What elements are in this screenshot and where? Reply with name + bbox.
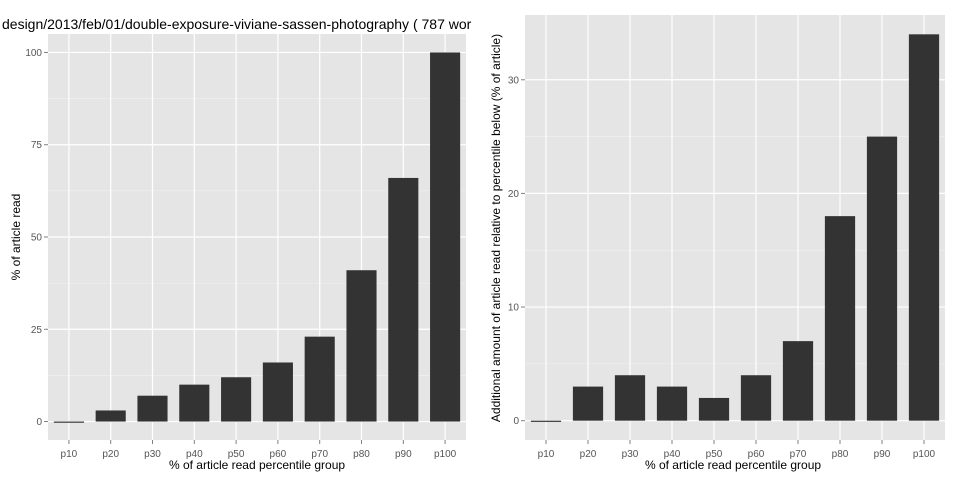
right-chart-x-axis-label: % of article read percentile group <box>645 458 821 472</box>
left-chart-x-tick-label: p50 <box>228 449 245 460</box>
left-chart-x-tick-label: p30 <box>144 449 161 460</box>
right-chart-y-tick-label: 20 <box>508 189 520 200</box>
left-chart-bar-p40 <box>179 384 210 422</box>
right-chart-y-tick-label: 10 <box>508 303 520 314</box>
left-chart-bar-p60 <box>262 362 293 422</box>
right-chart-x-tick-label: p70 <box>790 449 807 460</box>
left-chart-y-tick-label: 50 <box>31 233 43 244</box>
right-chart-y-tick-label: 0 <box>513 416 519 427</box>
right-chart-bar-p30 <box>614 375 646 421</box>
right-chart-bar-p80 <box>824 216 856 421</box>
right-chart-bar-p90 <box>866 136 898 421</box>
left-chart-bar-p80 <box>346 270 377 422</box>
left-chart-bar-p70 <box>304 336 335 422</box>
right-chart-x-tick-label: p30 <box>622 449 639 460</box>
left-chart-x-tick-label: p100 <box>434 449 457 460</box>
left-chart-bar-p100 <box>430 52 461 422</box>
left-chart-x-axis-label: % of article read percentile group <box>169 458 345 472</box>
left-chart-y-tick-label: 100 <box>25 48 42 59</box>
right-chart-y-tick-label: 30 <box>508 75 520 86</box>
left-chart-y-tick-label: 0 <box>36 417 42 428</box>
left-chart-bar-p50 <box>221 377 252 422</box>
right-chart-bar-p20 <box>572 386 604 421</box>
right-chart-bar-p10 <box>530 420 562 422</box>
left-chart-title: design/2013/feb/01/double-exposure-vivia… <box>2 16 472 32</box>
right-chart-bar-p60 <box>740 375 772 421</box>
right-chart-y-axis-label: Additional amount of article read relati… <box>489 34 503 422</box>
right-chart-x-tick-label: p10 <box>538 449 555 460</box>
right-chart: Additional amount of article read relati… <box>489 15 945 472</box>
left-chart-bar-p90 <box>388 177 419 422</box>
left-chart: design/2013/feb/01/double-exposure-vivia… <box>2 16 472 472</box>
left-chart-x-tick-label: p20 <box>102 449 119 460</box>
right-chart-bar-p50 <box>698 397 730 421</box>
right-chart-x-tick-label: p90 <box>874 449 891 460</box>
left-chart-y-axis-label: % of article read <box>9 194 23 281</box>
left-chart-bar-p10 <box>53 421 84 423</box>
right-chart-x-tick-label: p40 <box>664 449 681 460</box>
left-chart-x-tick-label: p70 <box>311 449 328 460</box>
left-chart-x-tick-label: p10 <box>61 449 78 460</box>
right-chart-x-tick-label: p80 <box>832 449 849 460</box>
right-chart-x-tick-label: p50 <box>706 449 723 460</box>
right-chart-bar-p70 <box>782 341 814 421</box>
left-chart-y-tick-label: 75 <box>31 140 43 151</box>
left-chart-bar-p30 <box>137 395 168 422</box>
left-chart-y-tick-label: 25 <box>31 325 43 336</box>
right-chart-x-tick-label: p20 <box>580 449 597 460</box>
left-chart-x-tick-label: p90 <box>395 449 412 460</box>
right-chart-bar-p100 <box>908 34 940 421</box>
right-chart-x-tick-label: p60 <box>748 449 765 460</box>
left-chart-bar-p20 <box>95 410 126 422</box>
left-chart-x-tick-label: p60 <box>270 449 287 460</box>
right-chart-bar-p40 <box>656 386 688 421</box>
left-chart-x-tick-label: p80 <box>353 449 370 460</box>
right-chart-x-tick-label: p100 <box>913 449 936 460</box>
left-chart-x-tick-label: p40 <box>186 449 203 460</box>
